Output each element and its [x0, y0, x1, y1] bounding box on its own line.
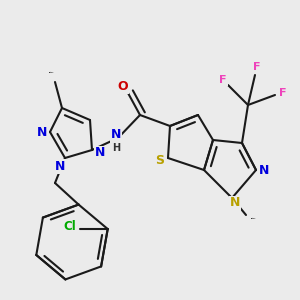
- Text: N: N: [55, 160, 65, 172]
- Text: F: F: [253, 62, 261, 72]
- Text: H: H: [112, 143, 120, 153]
- Text: Cl: Cl: [63, 220, 76, 232]
- Text: methyl: methyl: [251, 218, 256, 219]
- Text: N: N: [37, 125, 47, 139]
- Text: F: F: [219, 75, 227, 85]
- Text: N: N: [111, 128, 121, 142]
- Text: F: F: [279, 88, 287, 98]
- Text: O: O: [118, 80, 128, 92]
- Text: S: S: [155, 154, 164, 167]
- Text: N: N: [259, 164, 269, 176]
- Text: methyl: methyl: [50, 71, 55, 73]
- Text: N: N: [230, 196, 240, 209]
- Text: N: N: [95, 146, 105, 160]
